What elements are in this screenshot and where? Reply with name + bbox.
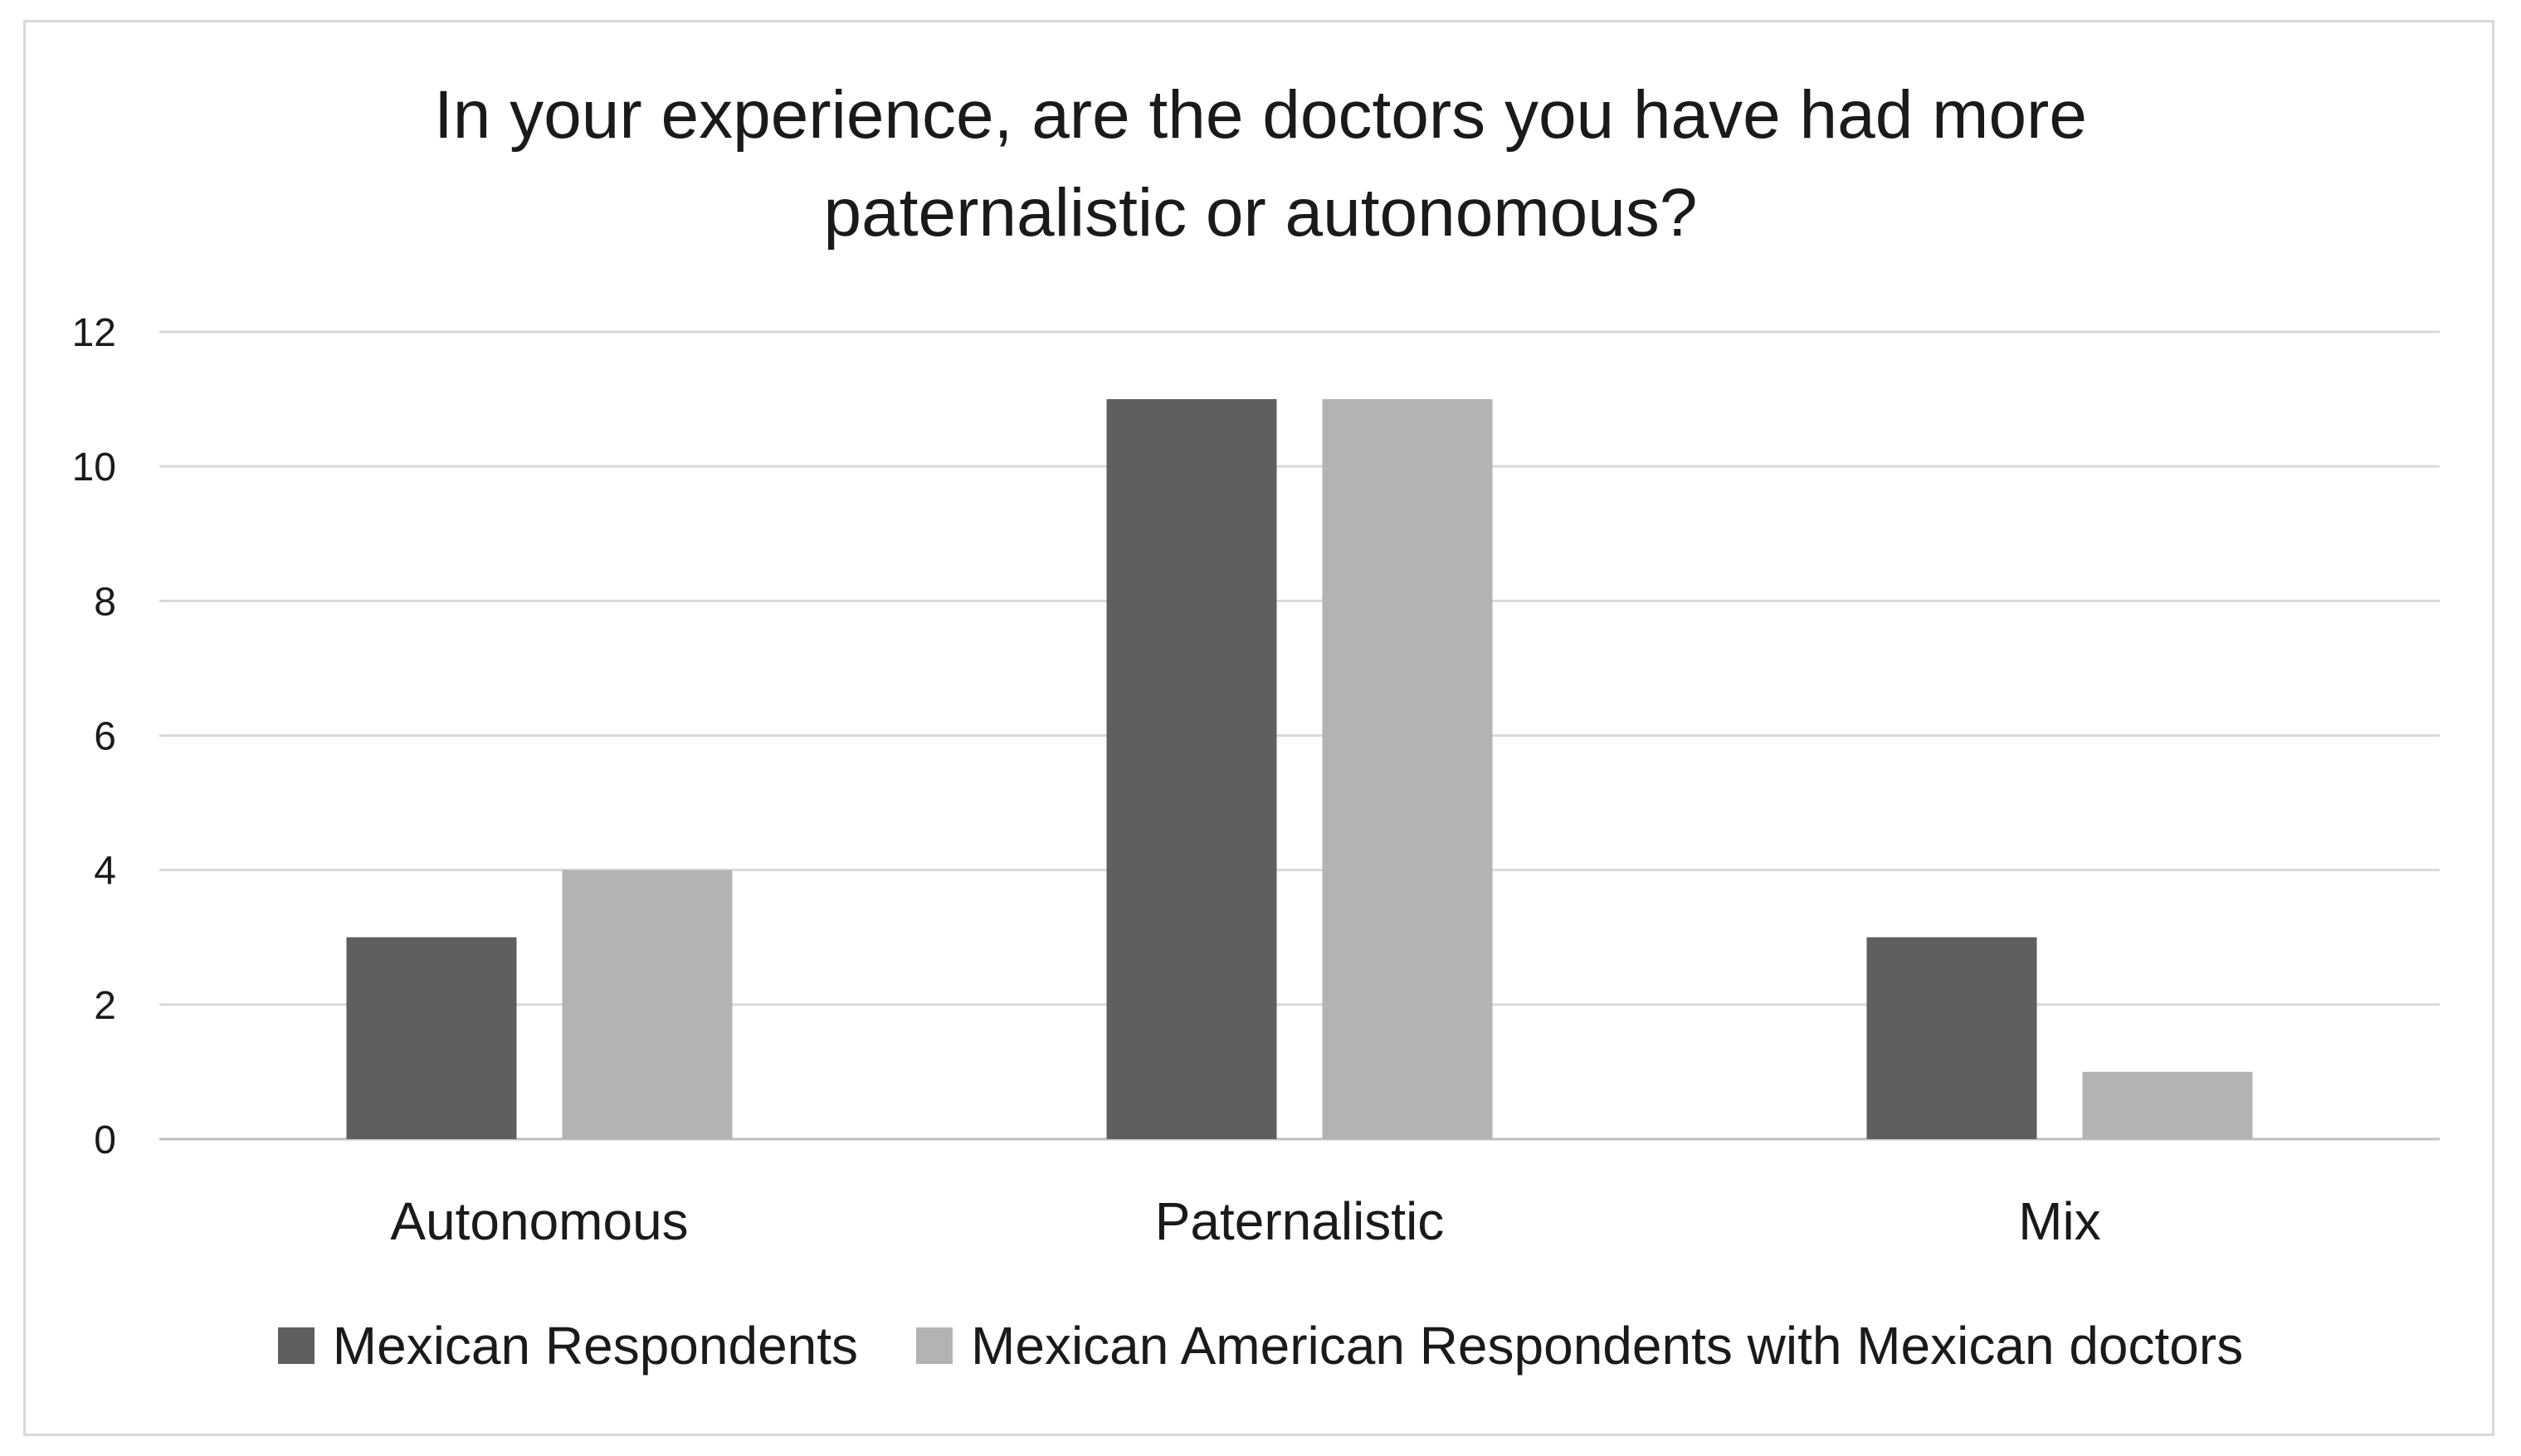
y-axis-ticks: 0 2 4 6 8 10 12	[72, 311, 116, 1162]
legend-item-mexican-respondents: Mexican Respondents	[277, 1315, 859, 1376]
y-tick-label: 6	[94, 715, 116, 759]
chart-title-line-2: paternalistic or autonomous?	[823, 175, 1698, 251]
bar-autonomous-series-2	[562, 869, 733, 1139]
legend-swatch-mexican-respondents	[277, 1327, 315, 1364]
bar-mix-series-1	[1866, 937, 2037, 1139]
y-tick-label: 12	[72, 311, 116, 355]
y-tick-label: 8	[94, 580, 116, 624]
bar-autonomous-series-1	[346, 937, 517, 1139]
legend-swatch-mexican-american-respondents	[916, 1327, 953, 1364]
legend-label-mexican-american-respondents: Mexican American Respondents with Mexica…	[971, 1316, 2244, 1376]
bar-paternalistic-series-2	[1322, 399, 1493, 1139]
bars	[346, 399, 2253, 1139]
bar-paternalistic-series-1	[1106, 399, 1277, 1139]
x-category-label-mix: Mix	[2018, 1191, 2101, 1251]
gridlines	[159, 330, 2440, 1141]
legend-item-mexican-american-respondents: Mexican American Respondents with Mexica…	[916, 1315, 2243, 1376]
x-category-label-autonomous: Autonomous	[390, 1191, 688, 1251]
chart-title: In your experience, are the doctors you …	[0, 66, 2521, 262]
y-tick-label: 2	[94, 984, 116, 1028]
chart-legend: Mexican Respondents Mexican American Res…	[0, 1315, 2521, 1376]
x-category-label-paternalistic: Paternalistic	[1155, 1191, 1445, 1251]
chart-title-line-1: In your experience, are the doctors you …	[434, 77, 2087, 153]
legend-label-mexican-respondents: Mexican Respondents	[332, 1316, 859, 1376]
y-tick-label: 10	[72, 446, 116, 489]
x-axis-category-labels: Autonomous Paternalistic Mix	[390, 1191, 2100, 1251]
y-tick-label: 4	[94, 850, 116, 894]
y-tick-label: 0	[94, 1118, 116, 1162]
bar-mix-series-2	[2082, 1071, 2253, 1139]
